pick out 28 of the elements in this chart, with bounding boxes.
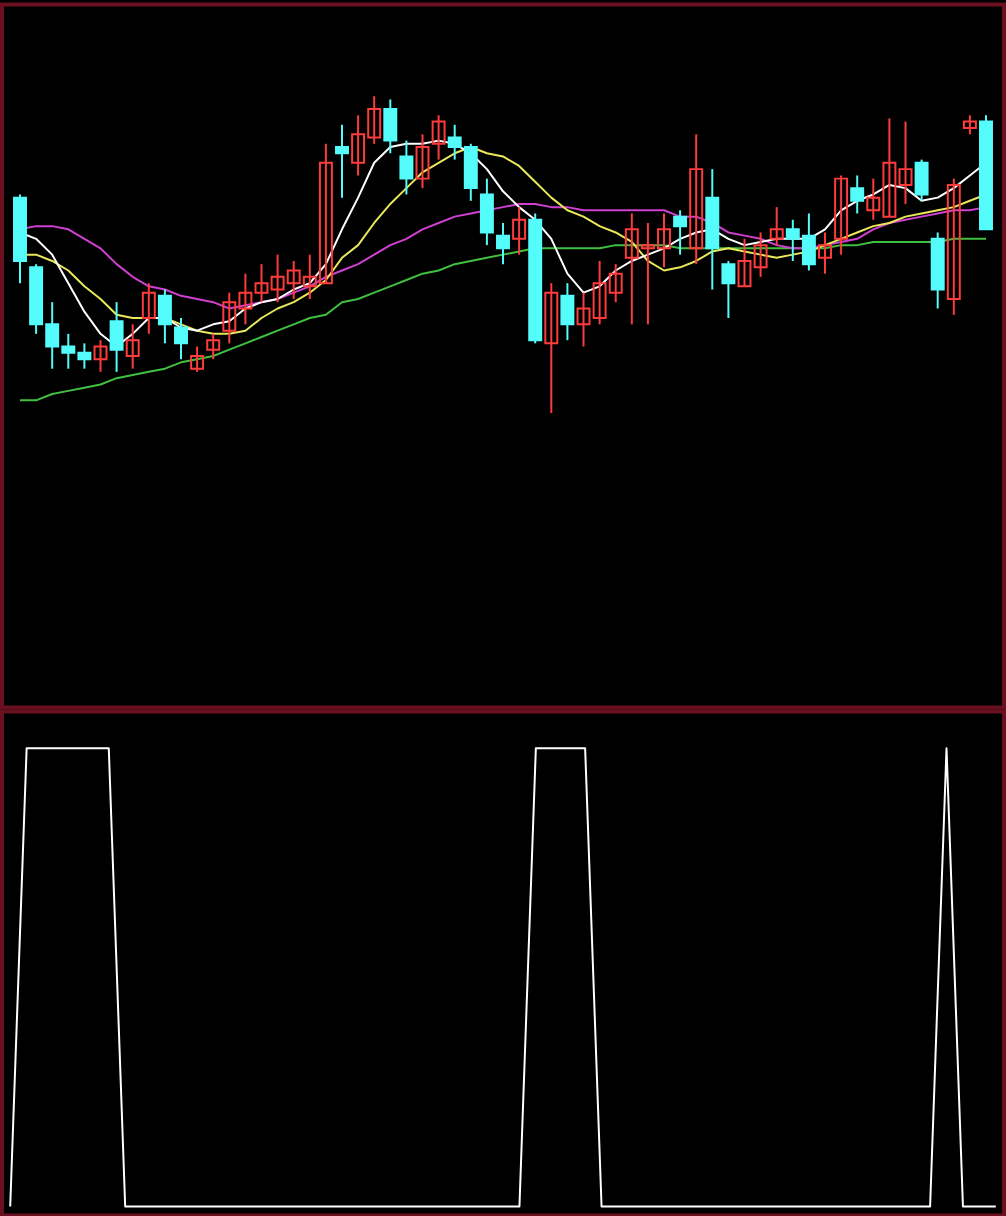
candlestick xyxy=(383,98,398,155)
candlestick xyxy=(141,282,156,335)
candlestick xyxy=(174,317,188,361)
candlestick xyxy=(769,206,784,247)
candlestick xyxy=(399,139,414,196)
candlestick xyxy=(415,133,430,190)
candlestick xyxy=(914,158,929,202)
candlestick xyxy=(721,259,736,319)
candlestick xyxy=(431,114,446,161)
candlestick xyxy=(818,231,832,275)
candlestick xyxy=(946,177,961,316)
candlestick xyxy=(512,206,527,256)
candlestick xyxy=(206,332,221,361)
candlestick xyxy=(335,123,349,199)
candlestick xyxy=(125,323,140,370)
candlestick xyxy=(544,282,559,415)
candlestick xyxy=(689,133,704,266)
candlestick xyxy=(560,282,575,342)
candlestick xyxy=(834,174,849,256)
candlestick xyxy=(93,339,108,373)
candlestick xyxy=(673,209,688,256)
candlestick xyxy=(109,301,124,373)
candlestick xyxy=(157,288,172,345)
candlestick xyxy=(850,174,865,215)
candlestick xyxy=(479,177,494,247)
candlestick xyxy=(190,345,205,373)
candlestick xyxy=(496,221,510,266)
candlestick xyxy=(962,114,977,136)
